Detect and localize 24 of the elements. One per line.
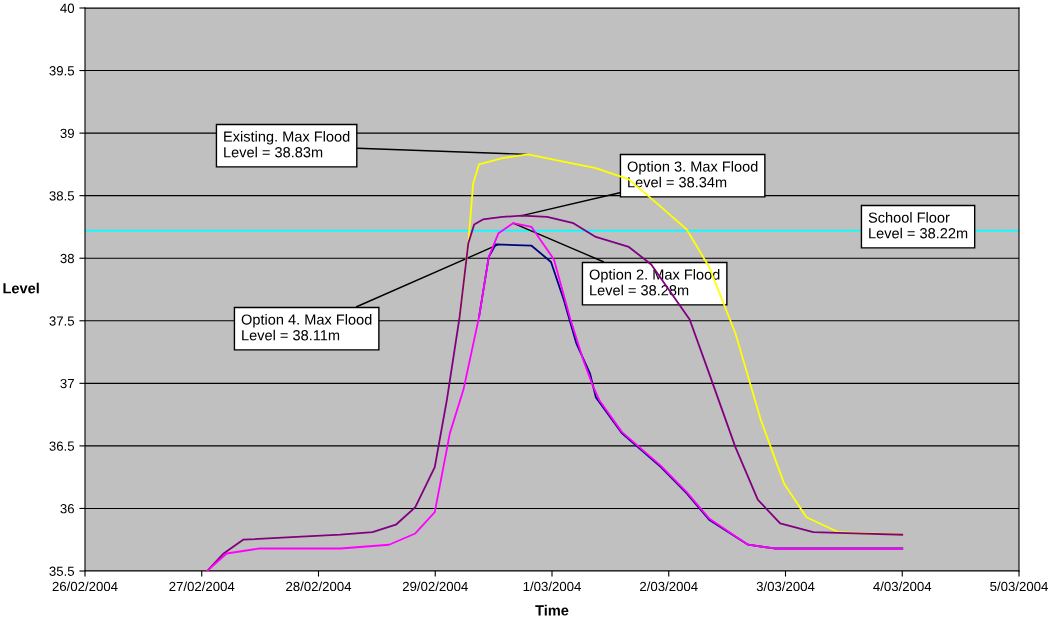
y-tick-label: 38 [60,253,75,264]
y-tick-label: 39 [60,128,74,139]
y-tick-label: 37.5 [49,316,75,326]
x-tick-label: 29/02/2004 [402,581,468,592]
y-tick-label: 35.5 [49,566,75,576]
annotation: Existing. Max Flood Level = 38.83m [224,131,350,158]
y-tick-label: 38.5 [49,191,75,201]
x-tick-label: 28/02/2004 [286,581,352,592]
x-tick-label: 5/03/2004 [990,581,1048,592]
y-tick-label: 39.5 [49,66,75,76]
y-tick-label: 36.5 [49,441,75,451]
y-axis-title: Level [3,282,39,294]
x-tick-label: 1/03/2004 [523,581,581,592]
x-axis-title: Time [535,604,569,616]
annotation: Option 4. Max Flood Level = 38.11m [241,314,372,341]
y-tick-label: 37 [60,378,74,389]
x-tick-label: 4/03/2004 [873,581,932,592]
x-tick-label: 2/03/2004 [640,581,698,592]
y-tick-label: 36 [60,504,74,514]
x-tick-label: 27/02/2004 [169,581,235,592]
x-tick-label: 26/02/2004 [52,581,118,592]
y-tick-label: 40 [60,3,75,13]
ref-line-label: School Floor Level = 38.22m [868,212,968,239]
x-tick-label: 3/03/2004 [756,581,815,592]
